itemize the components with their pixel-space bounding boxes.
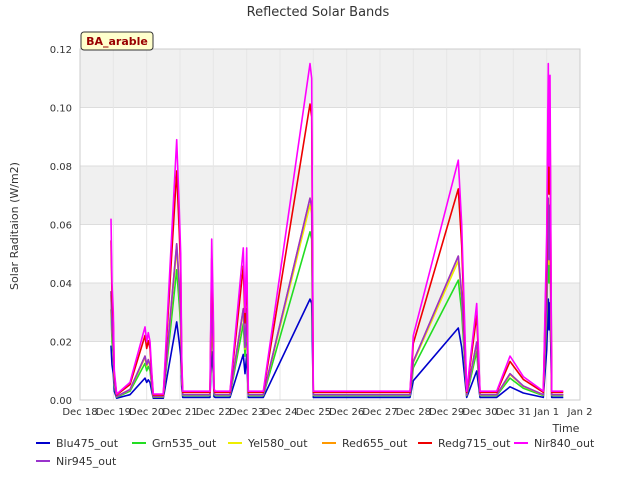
plot-frame bbox=[79, 48, 581, 401]
y-tick-label: 0.04 bbox=[50, 279, 72, 290]
x-tick-label: Dec 18 bbox=[62, 407, 97, 418]
plot-band bbox=[80, 49, 580, 108]
annotation-text: BA_arable bbox=[86, 35, 148, 48]
x-tick-label: Dec 29 bbox=[429, 407, 464, 418]
series-layer bbox=[110, 62, 564, 400]
x-tick-label: Jan 2 bbox=[567, 407, 593, 418]
x-tick-label: Jan 1 bbox=[533, 407, 559, 418]
chart-title: Reflected Solar Bands bbox=[247, 5, 390, 20]
y-tick-label: 0.06 bbox=[50, 221, 72, 232]
plot-background bbox=[80, 49, 580, 400]
x-axis-label: Time bbox=[552, 422, 580, 435]
x-tick-label: Dec 30 bbox=[462, 407, 497, 418]
legend-label: Redg715_out bbox=[438, 437, 511, 450]
x-tick-label: Dec 21 bbox=[162, 407, 197, 418]
plot-band bbox=[80, 283, 580, 342]
legend-label: Nir840_out bbox=[534, 437, 595, 450]
y-tick-label: 0.10 bbox=[50, 104, 72, 115]
x-tick-label: Dec 23 bbox=[229, 407, 264, 418]
y-tick-label: 0.08 bbox=[50, 162, 72, 173]
annotation-badge: BA_arable bbox=[80, 31, 154, 51]
legend-label: Yel580_out bbox=[247, 437, 308, 450]
legend-label: Blu475_out bbox=[56, 437, 119, 450]
x-tick-label: Dec 27 bbox=[362, 407, 397, 418]
x-tick-label: Dec 26 bbox=[329, 407, 364, 418]
y-tick-label: 0.02 bbox=[50, 338, 72, 349]
legend-label: Grn535_out bbox=[152, 437, 217, 450]
x-tick-label: Dec 28 bbox=[396, 407, 431, 418]
legend-label: Red655_out bbox=[342, 437, 408, 450]
series-line-nir840_out bbox=[110, 62, 564, 395]
x-tick-label: Dec 19 bbox=[96, 407, 131, 418]
x-tick-label: Dec 31 bbox=[496, 407, 531, 418]
y-ticks: 0.00 0.02 0.04 0.06 0.08 0.10 0.12 bbox=[50, 45, 72, 407]
plot-band bbox=[80, 166, 580, 225]
y-tick-label: 0.12 bbox=[50, 45, 72, 56]
legend-label: Nir945_out bbox=[56, 455, 117, 468]
x-tick-label: Dec 24 bbox=[262, 407, 297, 418]
plot-band bbox=[80, 107, 580, 166]
x-tick-label: Dec 22 bbox=[196, 407, 231, 418]
legend: Blu475_out Grn535_out Yel580_out Red655_out… bbox=[36, 437, 595, 468]
x-tick-label: Dec 20 bbox=[129, 407, 164, 418]
plot-band bbox=[80, 224, 580, 283]
y-axis-label: Solar Raditaion (W/m2) bbox=[8, 162, 21, 290]
y-tick-label: 0.00 bbox=[50, 396, 72, 407]
x-tick-label: Dec 25 bbox=[296, 407, 331, 418]
